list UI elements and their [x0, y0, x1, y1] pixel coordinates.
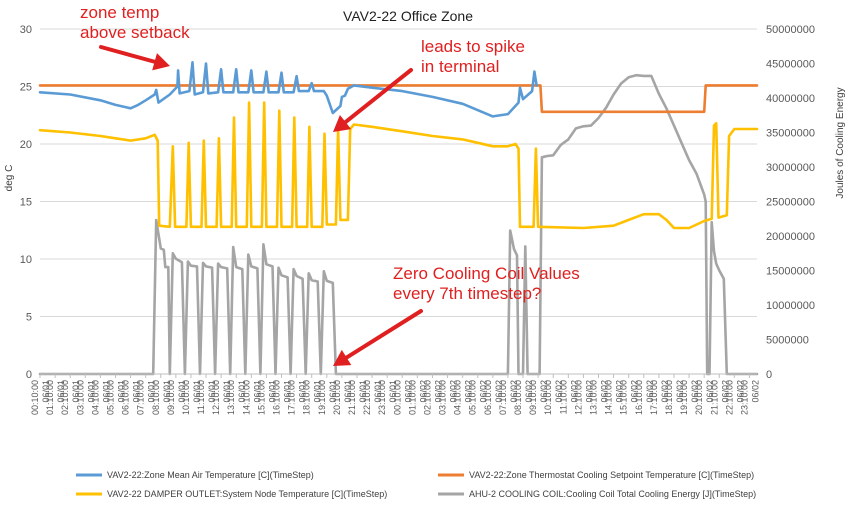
- x-tick-label: 18:10:0006/02: [664, 380, 685, 415]
- x-tick-label: 02:10:0006/01: [60, 380, 81, 415]
- y-tick-left: 15: [20, 197, 32, 209]
- legend-label: AHU-2 COOLING COIL:Cooling Coil Total Co…: [469, 489, 756, 499]
- x-tick-label: 23:10:0006/01: [377, 380, 398, 415]
- y-tick-right: 25000000: [766, 197, 815, 209]
- y-tick-right: 0: [766, 369, 772, 381]
- x-tick-label: 13:10:0006/02: [589, 380, 610, 415]
- axis-layer: 0 5 10 15 20 25 30 0 5000000 10000000 15000000 2000…: [20, 24, 815, 415]
- x-tick-label: 02:10:0006/02: [422, 380, 443, 415]
- x-tick-label: 20:10:0006/01: [332, 380, 353, 415]
- x-tick-label: 21:10:0006/01: [347, 380, 368, 415]
- y-axis-left-title: deg C: [4, 165, 15, 192]
- y-tick-left: 20: [20, 139, 32, 151]
- y-tick-right: 35000000: [766, 128, 815, 140]
- x-tick-label: 11:10:0006/01: [196, 380, 217, 414]
- x-tick-label: 16:10:0006/01: [272, 380, 293, 415]
- x-tick-label: 15:10:0006/01: [256, 380, 277, 415]
- annotation-text: zone temp: [80, 3, 159, 22]
- x-tick-label: 08:10:0006/01: [151, 380, 172, 415]
- y-tick-right: 20000000: [766, 231, 815, 243]
- y-tick-right: 50000000: [766, 24, 815, 36]
- annotation-arrow-head: [333, 349, 352, 366]
- x-tick-label: 18:10:0006/01: [302, 380, 323, 415]
- annotation-arrow-head: [333, 114, 352, 132]
- x-tick-label: 06:10:0006/02: [483, 380, 504, 415]
- annotation-text: above setback: [80, 23, 190, 42]
- x-tick-label: 03:10:0006/02: [438, 380, 459, 415]
- x-tick-label: 17:10:0006/02: [649, 380, 670, 415]
- y-tick-left: 25: [20, 82, 32, 94]
- x-tick-label: 00:10:0006/02: [392, 380, 413, 415]
- annotation-arrow-shaft: [343, 68, 413, 125]
- x-tick-label: 05:10:0006/02: [468, 380, 489, 415]
- x-tick-label: 22:10:0006/02: [724, 380, 745, 415]
- series-line-2: [38, 101, 759, 230]
- x-tick-label: 01:10:0006/02: [407, 380, 428, 415]
- legend-label: VAV2-22:Zone Mean Air Temperature [C](Ti…: [107, 470, 314, 480]
- y-tick-left: 30: [20, 24, 32, 36]
- x-tick-label: 20:10:0006/02: [694, 380, 715, 415]
- x-tick-label: 13:10:0006/01: [226, 380, 247, 415]
- x-tick-label: 08:10:0006/02: [513, 380, 534, 415]
- y-tick-left: 0: [26, 369, 32, 381]
- y-axis-right-title: Joules of Cooling Energy: [835, 87, 846, 198]
- series-line-3: [38, 73, 759, 376]
- x-tick-label: 03:10:0006/01: [75, 380, 96, 415]
- x-tick-label: 09:10:0006/02: [528, 380, 549, 415]
- x-tick-label: 06:10:0006/01: [121, 380, 142, 415]
- annotation-text: every 7th timestep?: [393, 284, 541, 303]
- x-tick-label: 19:10:0006/02: [679, 380, 700, 415]
- annotation-text: leads to spike: [421, 37, 525, 56]
- x-tick-label: 01:10:0006/01: [45, 380, 66, 415]
- x-tick-label: 11:10:0006/02: [558, 380, 579, 414]
- x-tick-label: 12:10:0006/01: [211, 380, 232, 415]
- x-tick-label: 05:10:0006/01: [105, 380, 126, 415]
- x-tick-label: 14:10:0006/01: [241, 380, 262, 415]
- y-tick-right: 30000000: [766, 162, 815, 174]
- y-tick-right: 5000000: [766, 335, 809, 347]
- series-layer: [38, 61, 759, 376]
- y-tick-right: 15000000: [766, 266, 815, 278]
- x-tick-label: 10:10:0006/01: [181, 380, 202, 415]
- x-tick-label: 07:10:0006/01: [136, 380, 157, 415]
- legend: VAV2-22:Zone Mean Air Temperature [C](Ti…: [76, 470, 756, 499]
- y-tick-left: 10: [20, 254, 32, 266]
- x-tick-label: 04:10:0006/01: [90, 380, 111, 415]
- x-tick-label: 10:10:0006/02: [543, 380, 564, 415]
- annotation-text: in terminal: [421, 57, 499, 76]
- x-tick-label: 09:10:0006/01: [166, 380, 187, 415]
- annotation-arrow-shaft: [99, 45, 157, 64]
- legend-label: VAV2-22:Zone Thermostat Cooling Setpoint…: [469, 470, 754, 480]
- x-tick-label: 21:10:0006/02: [709, 380, 730, 415]
- annotation-arrow-shaft: [344, 309, 423, 360]
- series-line-0: [38, 61, 538, 118]
- x-tick-label: 04:10:0006/02: [453, 380, 474, 415]
- annotation-text: Zero Cooling Coil Values: [393, 264, 580, 283]
- y-tick-right: 45000000: [766, 59, 815, 71]
- legend-label: VAV2-22 DAMPER OUTLET:System Node Temper…: [107, 489, 387, 499]
- x-tick-label: 22:10:0006/01: [362, 380, 383, 415]
- x-tick-label: 07:10:0006/02: [498, 380, 519, 415]
- y-tick-right: 10000000: [766, 300, 815, 312]
- annotation-arrow-head: [152, 53, 170, 71]
- x-tick-label: 23:10:0006/02: [739, 380, 760, 415]
- y-tick-right: 40000000: [766, 93, 815, 105]
- x-tick-label: 16:10:0006/02: [634, 380, 655, 415]
- y-tick-left: 5: [26, 312, 32, 324]
- x-tick-label: 17:10:0006/01: [287, 380, 308, 415]
- x-tick-label: 15:10:0006/02: [619, 380, 640, 415]
- x-tick-label: 12:10:0006/02: [573, 380, 594, 415]
- x-tick-label: 14:10:0006/02: [604, 380, 625, 415]
- x-tick-label: 00:10:0006/01: [30, 380, 51, 415]
- x-tick-label: 19:10:0006/01: [317, 380, 338, 415]
- chart-title: VAV2-22 Office Zone: [343, 8, 473, 24]
